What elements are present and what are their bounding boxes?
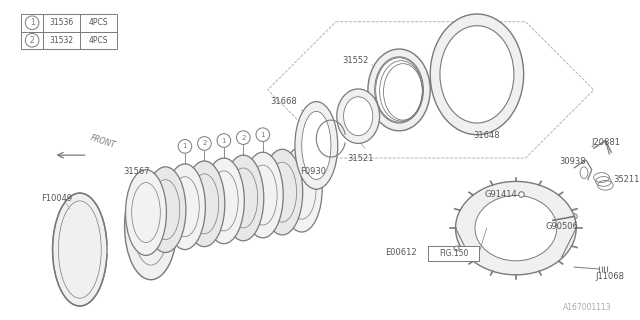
Ellipse shape: [282, 146, 322, 232]
Text: 2: 2: [202, 140, 207, 147]
Ellipse shape: [204, 158, 244, 244]
Text: G91414: G91414: [484, 189, 518, 199]
Text: G90506: G90506: [545, 222, 578, 231]
Ellipse shape: [375, 57, 424, 123]
Text: 31552: 31552: [342, 56, 369, 65]
Circle shape: [198, 137, 211, 150]
Text: 35211: 35211: [613, 175, 639, 184]
Ellipse shape: [184, 161, 225, 247]
Text: FRONT: FRONT: [90, 134, 117, 150]
Text: J11068: J11068: [596, 272, 625, 281]
Text: 1: 1: [260, 132, 265, 138]
Text: 31648: 31648: [474, 131, 500, 140]
Text: 31668: 31668: [270, 97, 297, 106]
Text: A167001113: A167001113: [563, 303, 611, 312]
Text: 1: 1: [221, 138, 226, 144]
Text: F0930: F0930: [300, 167, 326, 176]
Ellipse shape: [368, 49, 430, 131]
Ellipse shape: [243, 152, 284, 238]
Ellipse shape: [337, 89, 380, 143]
Text: 2: 2: [241, 135, 246, 140]
FancyBboxPatch shape: [428, 246, 479, 261]
Text: 31567: 31567: [123, 167, 150, 176]
Circle shape: [237, 131, 250, 144]
Text: F10049: F10049: [41, 195, 72, 204]
Ellipse shape: [430, 14, 524, 135]
Circle shape: [178, 140, 192, 153]
Circle shape: [26, 16, 39, 29]
Ellipse shape: [145, 167, 186, 252]
Ellipse shape: [456, 181, 576, 275]
Ellipse shape: [125, 173, 177, 280]
Ellipse shape: [295, 102, 338, 189]
Text: 31532: 31532: [49, 36, 74, 45]
Text: FIG.150: FIG.150: [439, 249, 468, 258]
Ellipse shape: [301, 111, 331, 180]
Bar: [21, 14, 116, 32]
Ellipse shape: [262, 149, 303, 235]
Ellipse shape: [125, 170, 166, 255]
Text: 4PCS: 4PCS: [88, 18, 108, 27]
Bar: [21, 32, 116, 49]
Text: 4PCS: 4PCS: [88, 36, 108, 45]
Text: 31536: 31536: [49, 18, 74, 27]
Text: 2: 2: [29, 36, 35, 45]
Circle shape: [217, 134, 230, 147]
Text: J20881: J20881: [592, 138, 621, 147]
Circle shape: [256, 128, 269, 141]
Ellipse shape: [475, 196, 557, 261]
Ellipse shape: [52, 193, 107, 306]
Ellipse shape: [223, 155, 264, 241]
Ellipse shape: [344, 97, 372, 136]
Circle shape: [26, 34, 39, 47]
Text: 1: 1: [29, 18, 35, 27]
Text: 30938: 30938: [559, 157, 586, 166]
Text: 1: 1: [182, 143, 187, 149]
Ellipse shape: [164, 164, 205, 250]
Ellipse shape: [440, 26, 514, 123]
Text: E00612: E00612: [385, 248, 417, 257]
Text: 31521: 31521: [347, 154, 373, 163]
